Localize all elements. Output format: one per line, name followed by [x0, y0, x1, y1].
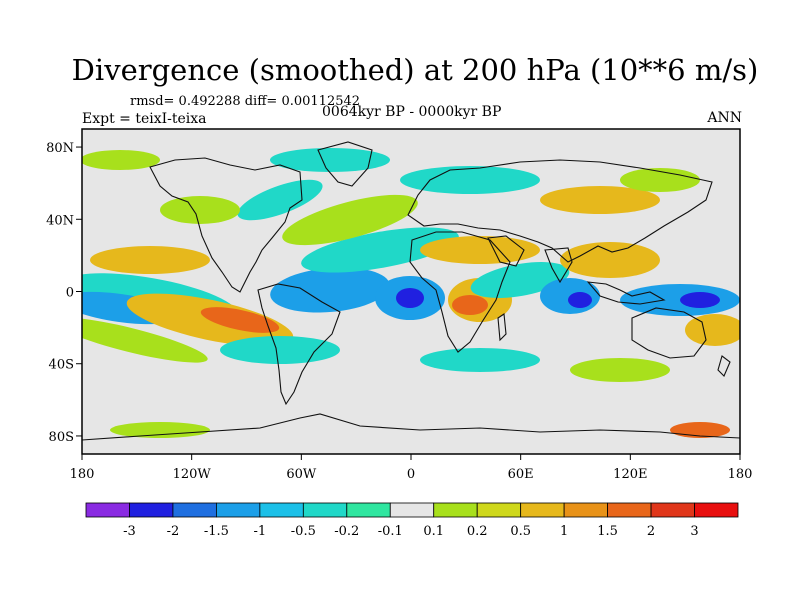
- lon-tick-label: 60W: [286, 467, 317, 482]
- coastline-india: [544, 247, 573, 284]
- field-region: [420, 348, 540, 372]
- colorbar-label: -3: [123, 524, 136, 539]
- lon-tick-label: 180: [728, 467, 753, 482]
- field-region: [220, 336, 340, 364]
- colorbar-swatch: [520, 502, 565, 518]
- colorbar-swatch: [129, 502, 174, 518]
- colorbar-label: -1.5: [204, 524, 229, 539]
- colorbar-swatch: [346, 502, 391, 518]
- colorbar-label: 1: [560, 524, 568, 539]
- divergence-field: [82, 129, 740, 454]
- colorbar-swatch: [650, 502, 695, 518]
- field-region: [282, 194, 418, 246]
- field-region: [568, 292, 592, 308]
- field-region: [110, 422, 210, 438]
- colorbar-label: 0.1: [423, 524, 444, 539]
- period-label: 0064kyr BP - 0000kyr BP: [322, 104, 502, 120]
- coastline-maritime-continent: [586, 281, 666, 305]
- field-region: [200, 307, 280, 333]
- coastline-new-zealand: [717, 355, 731, 377]
- colorbar-swatch: [433, 502, 478, 518]
- lat-tick-label: 0: [66, 286, 74, 301]
- lat-tick-label: 40N: [46, 213, 74, 228]
- colorbar-swatch: [389, 502, 435, 518]
- coastline-north-america: [149, 157, 303, 293]
- coastline-greenland: [317, 141, 373, 187]
- map-title: Divergence (smoothed) at 200 hPa (10**6 …: [71, 53, 759, 87]
- colorbar-label: 0.5: [510, 524, 531, 539]
- colorbar-label: 2: [647, 524, 655, 539]
- field-region: [620, 168, 700, 192]
- colorbar-swatch: [302, 502, 348, 518]
- colorbar-swatch: [694, 502, 739, 518]
- field-region: [570, 358, 670, 382]
- colorbar-label: -0.2: [334, 524, 359, 539]
- colorbar-label: -1: [254, 524, 267, 539]
- coastline-eurasia: [407, 159, 713, 263]
- lat-tick-label: 40S: [49, 358, 74, 373]
- lon-tick-label: 180: [70, 467, 95, 482]
- colorbar-label: 1.5: [597, 524, 618, 539]
- field-region: [396, 288, 424, 308]
- colorbar-label: 3: [690, 524, 698, 539]
- coastline-antarctica: [82, 413, 740, 441]
- colorbar-swatch: [563, 502, 609, 518]
- stats-text: rmsd= 0.492288 diff= 0.00112542: [130, 94, 361, 109]
- season-label: ANN: [707, 110, 742, 126]
- lon-tick-label: 120E: [613, 467, 647, 482]
- colorbar-label: -2: [167, 524, 180, 539]
- coastline-australia: [631, 307, 707, 359]
- colorbar-swatch: [172, 502, 217, 518]
- coastline-africa: [409, 231, 511, 353]
- lon-tick-label: 60E: [508, 467, 534, 482]
- field-region: [680, 292, 720, 308]
- colorbar-swatch: [607, 502, 652, 518]
- field-region: [420, 236, 540, 264]
- field-region: [160, 196, 240, 224]
- field-region: [452, 295, 488, 315]
- lon-tick-label: 120W: [173, 467, 212, 482]
- colorbar-swatch: [476, 502, 522, 518]
- lon-tick-label: 0: [407, 467, 415, 482]
- coastline-arabia: [487, 235, 525, 267]
- colorbar-swatch: [259, 502, 304, 518]
- field-region: [82, 150, 160, 170]
- coastline-madagascar: [497, 313, 507, 342]
- field-region: [560, 242, 660, 278]
- lat-tick-label: 80S: [49, 430, 74, 445]
- lat-tick-label: 80N: [46, 141, 74, 156]
- field-region: [400, 166, 540, 194]
- colorbar-label: 0.2: [467, 524, 488, 539]
- experiment-label: Expt = teixI-teixa: [82, 111, 207, 127]
- field-region: [270, 148, 390, 172]
- colorbar-label: -0.5: [291, 524, 316, 539]
- field-region: [90, 246, 210, 274]
- field-region: [82, 317, 208, 363]
- colorbar-label: -0.1: [378, 524, 403, 539]
- colorbar-swatch: [215, 502, 261, 518]
- field-region: [540, 186, 660, 214]
- field-region: [301, 227, 459, 273]
- field-region: [270, 267, 390, 313]
- field-region: [685, 314, 740, 346]
- coastline-south-america: [257, 283, 341, 406]
- colorbar-swatch: [85, 502, 130, 518]
